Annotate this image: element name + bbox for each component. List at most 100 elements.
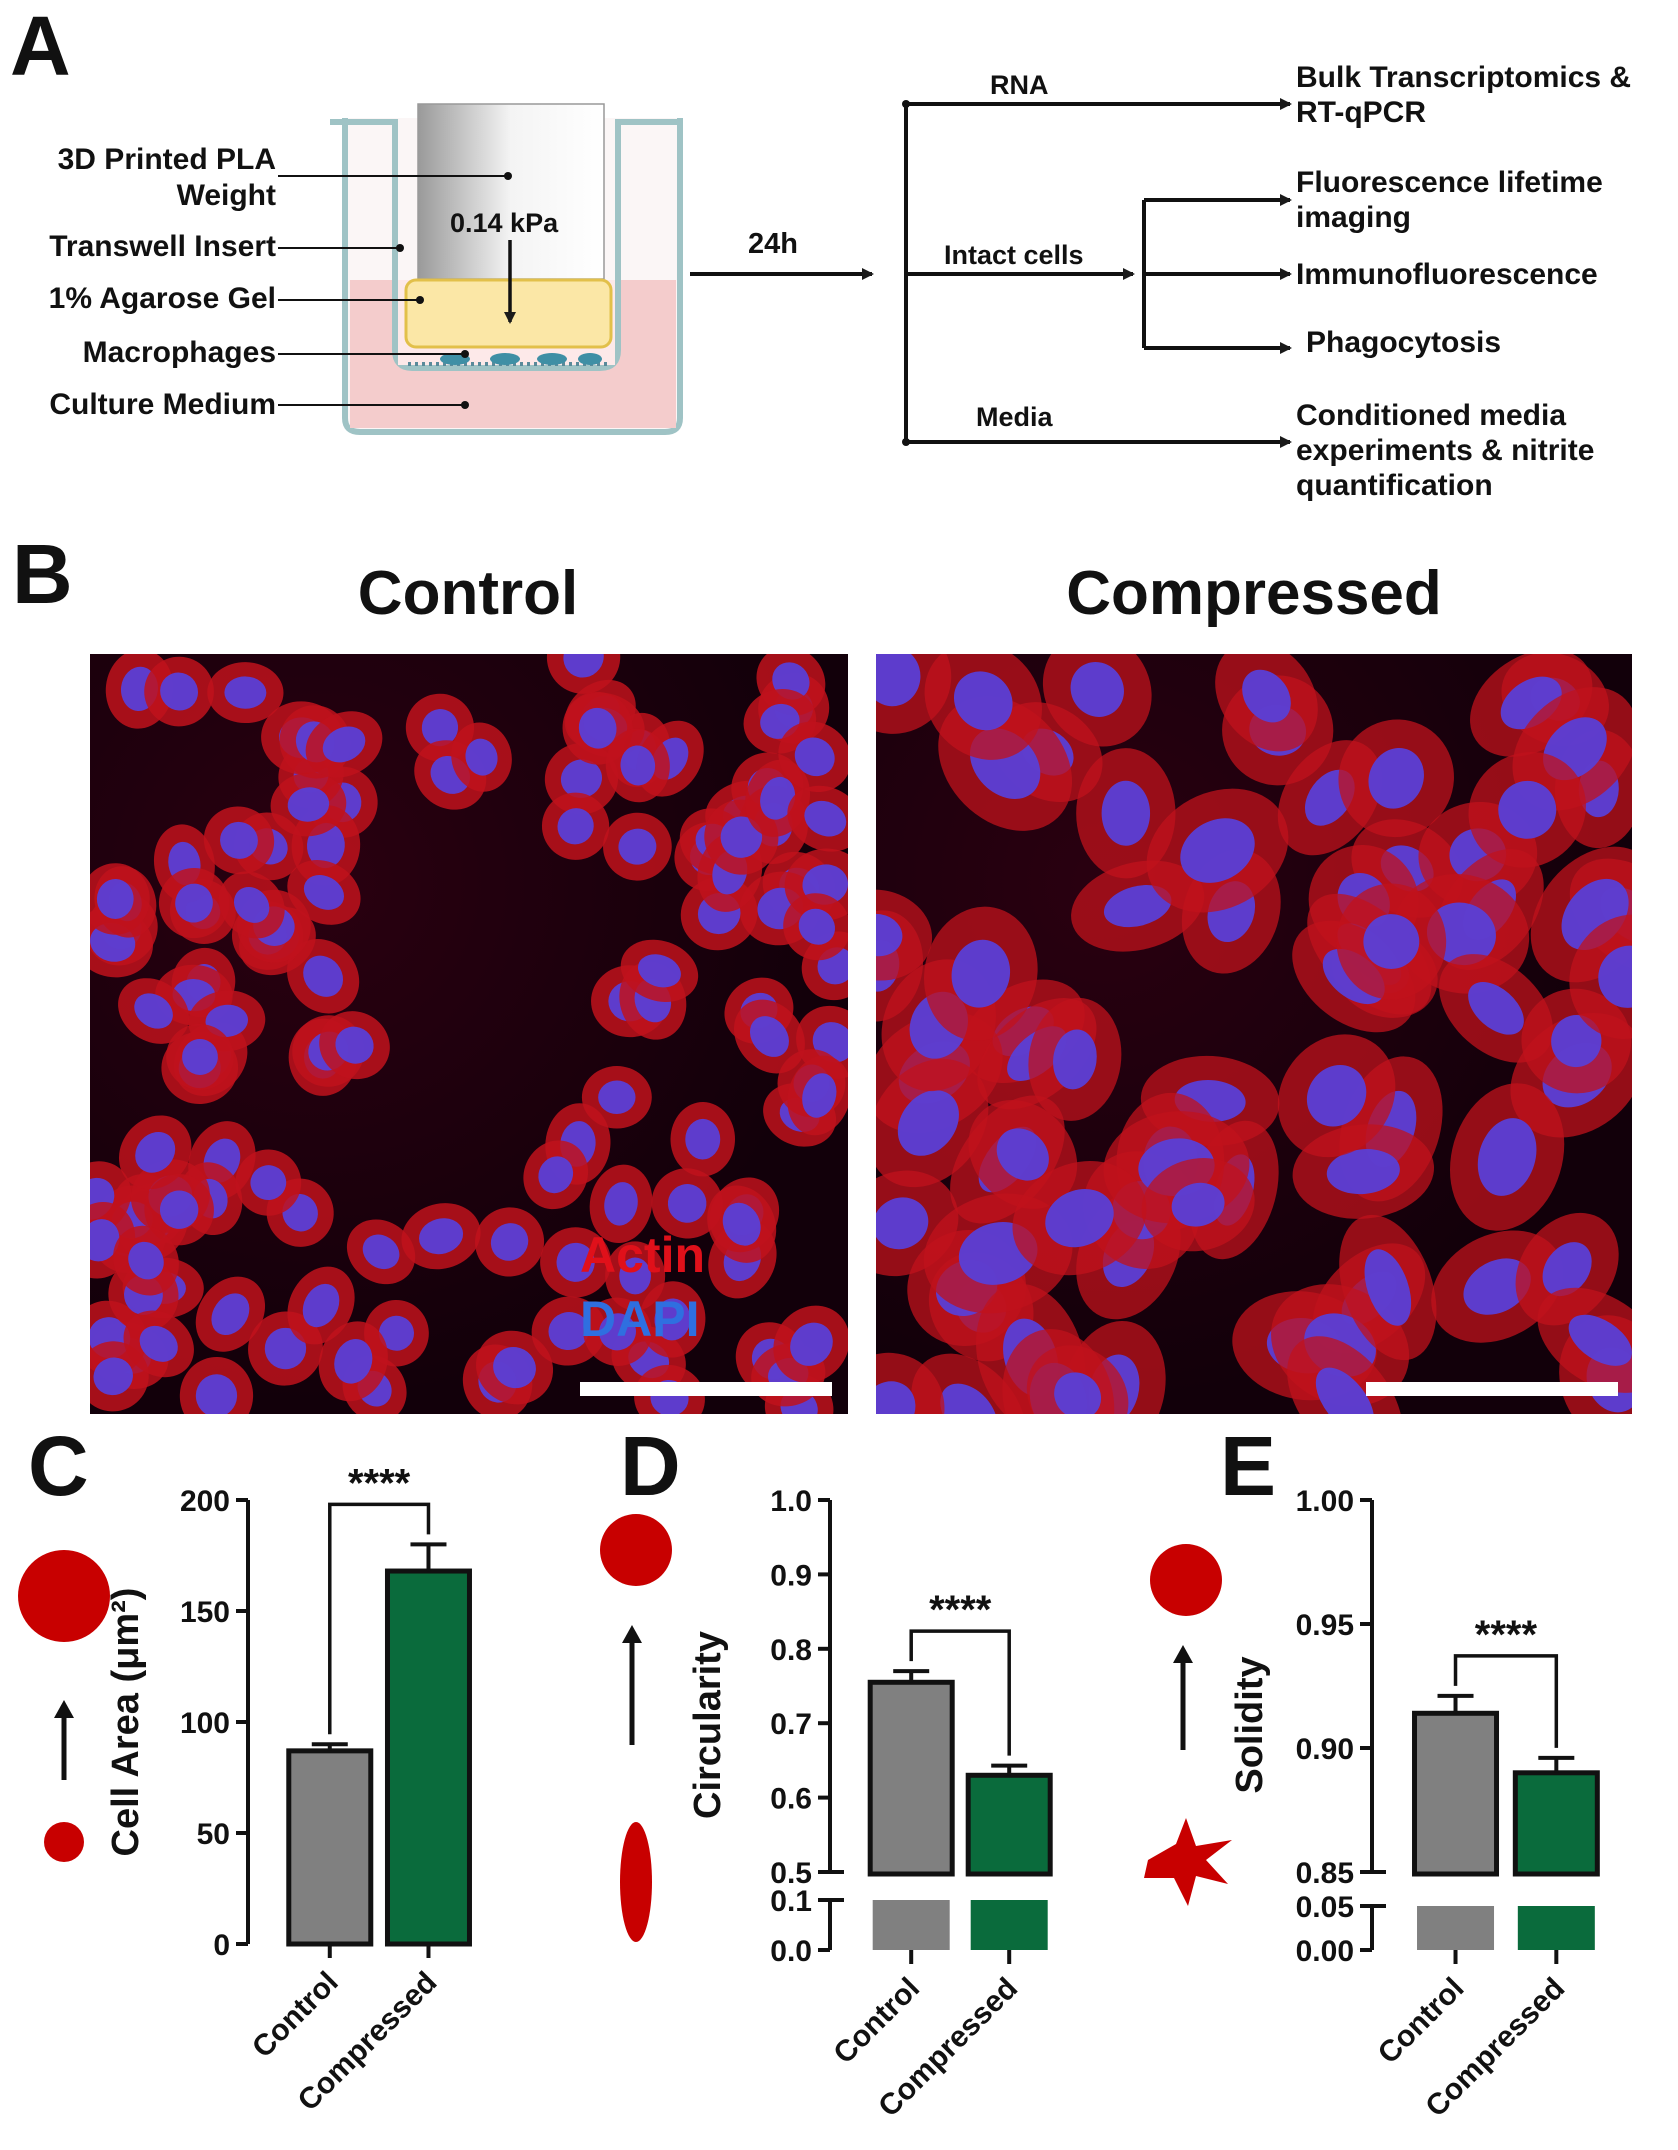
cell-nucleus (556, 1242, 595, 1282)
cell-nucleus (418, 1218, 464, 1255)
panel-letter-a: A (10, 0, 71, 93)
cell (207, 662, 284, 724)
micrograph-control: Actin DAPI (90, 654, 848, 1414)
cell (401, 1203, 481, 1270)
cell-nucleus (876, 1197, 929, 1250)
cell-nucleus (335, 1026, 374, 1064)
cell (783, 893, 848, 961)
circle-shape-icon (1150, 1544, 1222, 1616)
cell-nucleus (804, 800, 847, 837)
bar-control (867, 1679, 955, 1877)
cell (346, 1219, 416, 1285)
significance-bracket (909, 1629, 1011, 1756)
cell (876, 1058, 989, 1188)
bar-control (286, 1748, 374, 1947)
cell (540, 1227, 612, 1298)
x-tick-label: Control (827, 1972, 926, 2071)
cell-nucleus (1101, 780, 1151, 846)
cell (1537, 1287, 1632, 1393)
output-immunofluorescence: Immunofluorescence (1296, 258, 1598, 291)
y-axis-label: Circularity (687, 1631, 729, 1819)
cell-nucleus (802, 1073, 837, 1118)
arrow-up-icon-head (54, 1700, 74, 1718)
cell-nucleus (128, 1241, 164, 1280)
cell-nucleus (720, 816, 763, 858)
cell (1146, 788, 1289, 913)
cell-nucleus (578, 707, 617, 749)
cell-nucleus (1171, 1182, 1225, 1227)
cell (1277, 1034, 1396, 1158)
cell-nucleus (538, 1156, 574, 1194)
cell-nucleus (790, 1322, 833, 1366)
label-agarose-gel: 1% Agarose Gel (48, 282, 276, 315)
cell-nucleus (548, 1311, 589, 1351)
cell (924, 906, 1038, 1041)
cell-nucleus (1052, 1029, 1097, 1090)
y-tick-label: 0.6 (770, 1783, 812, 1816)
y-tick-label: 50 (197, 1818, 230, 1851)
cell-nucleus (599, 1313, 636, 1351)
cell-nucleus (1463, 1258, 1531, 1315)
cell (203, 806, 275, 875)
time-label: 24h (748, 228, 798, 260)
y-tick-label: 1.0 (770, 1485, 812, 1518)
cell (1026, 1345, 1129, 1414)
legend-dapi: DAPI (580, 1291, 700, 1347)
cell-nucleus (557, 808, 594, 845)
cell (1569, 914, 1632, 1039)
cell (605, 1241, 666, 1311)
cell (651, 1168, 723, 1239)
cell-nucleus (940, 1383, 998, 1414)
cell (270, 772, 347, 837)
cell-nucleus (667, 1184, 707, 1223)
cell-nucleus (953, 671, 1013, 731)
cell-nucleus (334, 1338, 373, 1384)
cell (318, 1321, 388, 1402)
cell (1028, 997, 1122, 1121)
circle-shape-icon (600, 1514, 672, 1586)
cell-nucleus (560, 759, 603, 798)
y-tick-label: 0.85 (1296, 1857, 1354, 1890)
output-bulk-transcriptomics: Bulk Transcriptomics & RT-qPCR (1296, 61, 1632, 129)
arrow-up-icon-head (622, 1625, 642, 1643)
cell-nucleus (620, 745, 656, 786)
cell-nucleus (598, 1080, 636, 1115)
panel-letter-c: C (28, 1419, 89, 1513)
cell-nucleus (493, 1346, 536, 1389)
cell (541, 792, 610, 860)
irregular-shape-icon (1144, 1818, 1232, 1906)
cell-nucleus (1542, 1242, 1592, 1297)
cell (235, 1149, 302, 1216)
y-tick-label: 0.00 (1296, 1935, 1354, 1968)
small-circle-icon (44, 1822, 84, 1862)
y-axis-label: Cell Area (μm²) (105, 1588, 147, 1857)
branch-media: Media (976, 402, 1053, 432)
x-tick-label: Control (246, 1966, 345, 2065)
y-tick-label: 0.5 (770, 1857, 812, 1890)
legend-actin: Actin (580, 1227, 705, 1283)
panel-letter-d: D (620, 1419, 681, 1513)
bar-compressed-lower (970, 1900, 1048, 1950)
cell (787, 1055, 848, 1136)
significance-label: **** (1475, 1613, 1538, 1657)
cell (1012, 1161, 1147, 1276)
compressed-cells (876, 654, 1632, 1414)
cell (475, 1207, 545, 1277)
cell-nucleus (250, 1165, 287, 1201)
bar-control (1412, 1710, 1500, 1877)
y-tick-label: 0.7 (770, 1708, 812, 1741)
cell (179, 1356, 254, 1414)
cell (90, 863, 150, 935)
cell-nucleus (362, 1234, 400, 1270)
cell-nucleus (160, 672, 199, 711)
y-tick-label: 1.00 (1296, 1485, 1354, 1518)
cell-nucleus (421, 709, 459, 747)
cell (1215, 654, 1318, 752)
micrograph-compressed (876, 654, 1632, 1414)
cell-nucleus (182, 1038, 218, 1075)
cell (773, 1305, 848, 1383)
y-tick-label: 0.95 (1296, 1609, 1354, 1642)
label-macrophages: Macrophages (82, 336, 276, 369)
cell-nucleus (1103, 885, 1172, 928)
cell (876, 654, 952, 734)
